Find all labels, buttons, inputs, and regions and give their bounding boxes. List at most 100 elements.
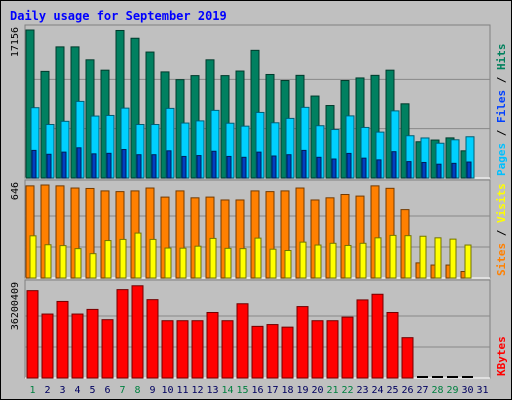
bar-files-day-29 — [451, 162, 457, 179]
bar-visits-day-26 — [404, 235, 412, 279]
bar-kbytes-day-14 — [221, 320, 234, 379]
bar-visits-day-18 — [284, 250, 292, 279]
x-tick-label-day-30: 30 — [461, 385, 473, 396]
bar-kbytes-day-30-empty — [462, 376, 473, 378]
x-tick-label-day-8: 8 — [134, 385, 140, 396]
bar-kbytes-day-15 — [236, 303, 249, 379]
x-tick-label-day-21: 21 — [326, 385, 338, 396]
legend-hits: Hits — [495, 44, 508, 71]
bar-kbytes-day-11 — [176, 320, 189, 379]
bar-kbytes-day-5 — [86, 308, 99, 379]
bar-visits-day-8 — [134, 232, 142, 279]
bar-files-day-26 — [406, 161, 412, 179]
bar-kbytes-day-13 — [206, 311, 219, 379]
legend-sites: Sites — [495, 243, 508, 276]
bar-files-day-16 — [256, 151, 262, 179]
bar-kbytes-day-28-empty — [432, 376, 443, 378]
bar-kbytes-day-2 — [41, 313, 54, 379]
bar-kbytes-day-20 — [311, 320, 324, 379]
legend-visits: Visits — [495, 183, 508, 223]
x-tick-label-day-22: 22 — [341, 385, 353, 396]
bar-kbytes-day-17 — [266, 324, 279, 379]
bar-files-day-30 — [466, 161, 472, 179]
bar-files-day-17 — [271, 155, 277, 179]
bar-files-day-2 — [46, 153, 52, 179]
bar-files-day-23 — [361, 157, 367, 179]
bar-hits-day-8 — [130, 37, 140, 179]
bar-visits-day-30 — [464, 244, 472, 279]
x-tick-label-day-19: 19 — [296, 385, 308, 396]
bar-kbytes-day-3 — [56, 300, 69, 379]
panel-hits-legend: Pages / Files / Hits — [495, 44, 508, 177]
bar-visits-day-20 — [314, 244, 322, 279]
bar-kbytes-day-8 — [131, 285, 144, 379]
bar-files-day-22 — [346, 152, 352, 179]
bar-hits-day-1 — [25, 29, 35, 179]
bar-files-day-27 — [421, 161, 427, 179]
x-tick-label-day-6: 6 — [104, 385, 110, 396]
panel-hits-ymax-label: 17156 — [10, 27, 21, 57]
bar-visits-day-5 — [89, 253, 97, 279]
bar-visits-day-21 — [329, 242, 337, 279]
bar-kbytes-day-25 — [386, 311, 399, 379]
x-axis-labels: 1 2 3 4 5 6 7 8 9 10 11 12 13 14 15 16 17 18 19 20 21 22 23 24 2… — [29, 385, 488, 396]
bar-visits-day-15 — [239, 248, 247, 279]
legend-separator: / — [495, 70, 508, 90]
x-tick-label-day-12: 12 — [191, 385, 203, 396]
bar-visits-day-19 — [299, 241, 307, 279]
bar-hits-day-9 — [145, 51, 155, 179]
x-tick-label-day-23: 23 — [356, 385, 368, 396]
x-tick-label-day-14: 14 — [221, 385, 233, 396]
bar-files-day-12 — [196, 155, 202, 179]
x-tick-label-day-17: 17 — [266, 385, 278, 396]
bar-kbytes-day-21 — [326, 320, 339, 379]
bar-kbytes-day-9 — [146, 299, 159, 379]
x-tick-label-day-3: 3 — [59, 385, 65, 396]
legend-kbytes: KBytes — [495, 336, 508, 376]
bar-kbytes-day-29-empty — [447, 376, 458, 378]
bar-kbytes-day-26 — [401, 337, 414, 379]
bar-kbytes-day-24 — [371, 293, 384, 379]
bar-hits-day-15 — [235, 70, 245, 179]
x-tick-label-day-1: 1 — [29, 385, 35, 396]
bar-files-day-13 — [211, 150, 217, 179]
bar-kbytes-day-12 — [191, 320, 204, 379]
bar-files-day-3 — [61, 151, 67, 179]
bar-visits-day-10 — [164, 247, 172, 279]
legend-separator: / — [495, 223, 508, 243]
bar-files-day-24 — [376, 159, 382, 179]
panel-hits: 17156 Pages / Files / Hits — [10, 24, 508, 179]
bar-visits-day-16 — [254, 237, 262, 279]
x-tick-label-day-27: 27 — [416, 385, 428, 396]
bar-files-day-8 — [136, 154, 142, 179]
bar-files-day-5 — [91, 153, 97, 179]
bar-visits-day-28 — [434, 237, 442, 279]
x-tick-label-day-18: 18 — [281, 385, 293, 396]
x-tick-label-day-20: 20 — [311, 385, 323, 396]
bar-kbytes-day-16 — [251, 325, 264, 379]
bar-kbytes-day-23 — [356, 299, 369, 379]
bar-kbytes-day-6 — [101, 319, 114, 379]
bar-files-day-14 — [226, 155, 232, 179]
chart-panels: 17156 Pages / Files / Hits 646 Sites / Visi… — [10, 24, 508, 379]
bar-files-day-19 — [301, 149, 307, 179]
bar-kbytes-day-22 — [341, 316, 354, 379]
bar-files-day-11 — [181, 155, 187, 179]
x-tick-label-day-28: 28 — [431, 385, 443, 396]
x-tick-label-day-16: 16 — [251, 385, 263, 396]
bar-kbytes-day-19 — [296, 306, 309, 379]
bar-files-day-7 — [121, 149, 127, 179]
bar-files-day-18 — [286, 154, 292, 179]
bar-files-day-15 — [241, 156, 247, 179]
bar-hits-day-3 — [55, 46, 65, 179]
x-tick-label-day-13: 13 — [206, 385, 218, 396]
bar-files-day-21 — [331, 158, 337, 179]
bar-visits-day-23 — [359, 242, 367, 279]
legend-separator: / — [495, 123, 508, 143]
x-tick-label-day-31: 31 — [476, 385, 488, 396]
bar-visits-day-29 — [449, 238, 457, 279]
legend-pages: Pages — [495, 143, 508, 176]
bar-files-day-20 — [316, 156, 322, 179]
x-tick-label-day-29: 29 — [446, 385, 458, 396]
